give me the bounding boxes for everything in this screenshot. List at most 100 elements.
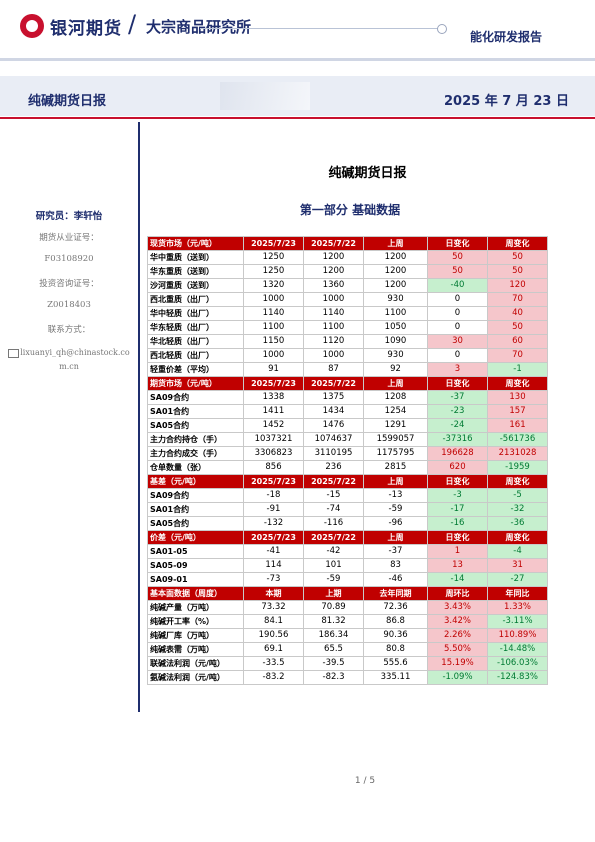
row-label: 主力合约成交（手） <box>147 446 244 461</box>
value-cell: 1175795 <box>363 446 428 461</box>
table-row: 纯碱表需（万吨） 69.1 65.5 80.8 5.50% -14.48% <box>147 642 548 657</box>
change-cell: -40 <box>427 278 488 293</box>
table-row: SA01合约 1411 1434 1254 -23 157 <box>147 404 548 419</box>
brand-name: 银河期货 <box>50 19 122 39</box>
section-title: 第一部分 基础数据 <box>299 203 401 217</box>
change-cell: 0 <box>427 306 488 321</box>
column-header: 基本面数据（周度） <box>147 586 244 601</box>
value-cell: -37 <box>363 544 428 559</box>
table-row: 沙河重质（送到） 1320 1360 1200 -40 120 <box>147 278 548 293</box>
column-header: 周变化 <box>487 474 548 489</box>
change-cell: -36 <box>487 516 548 531</box>
change-cell: -32 <box>487 502 548 517</box>
change-cell: 3.43% <box>427 600 488 615</box>
row-label: 华东重质（送到） <box>147 264 244 279</box>
row-label: SA05合约 <box>147 516 244 531</box>
column-header: 2025/7/22 <box>303 376 364 391</box>
table-header-row: 现货市场（元/吨） 2025/7/23 2025/7/22 上周 日变化 周变化 <box>147 236 548 251</box>
change-cell: 50 <box>427 264 488 279</box>
value-cell: 1200 <box>363 278 428 293</box>
column-header: 周变化 <box>487 530 548 545</box>
table-row: 轻重价差（平均） 91 87 92 3 -1 <box>147 362 548 377</box>
row-label: SA01-05 <box>147 544 244 559</box>
change-cell: 60 <box>487 334 548 349</box>
cert-number: F03108920 <box>44 254 94 264</box>
column-header: 上期 <box>303 586 364 601</box>
change-cell: 40 <box>487 306 548 321</box>
row-label: SA09合约 <box>147 390 244 405</box>
change-cell: 70 <box>487 292 548 307</box>
value-cell: 1291 <box>363 418 428 433</box>
change-cell: 50 <box>487 264 548 279</box>
value-cell: 1100 <box>303 320 364 335</box>
row-label: SA01合约 <box>147 404 244 419</box>
value-cell: 1100 <box>363 306 428 321</box>
contact-email[interactable]: lixuanyi_qh@chinastock.com.cn <box>20 348 130 371</box>
change-cell: -16 <box>427 516 488 531</box>
change-cell: 1.33% <box>487 600 548 615</box>
row-label: SA09-01 <box>147 572 244 587</box>
row-label: 华中轻质（出厂） <box>147 306 244 321</box>
table-row: 西北轻质（出厂） 1000 1000 930 0 70 <box>147 348 548 363</box>
value-cell: 1140 <box>303 306 364 321</box>
column-header: 去年同期 <box>363 586 428 601</box>
table-row: 仓单数量（张） 856 236 2815 620 -1959 <box>147 460 548 475</box>
table-header-row: 基本面数据（周度） 本期 上期 去年同期 周环比 年同比 <box>147 586 548 601</box>
row-label: 纯碱厂库（万吨） <box>147 628 244 643</box>
value-cell: 1360 <box>303 278 364 293</box>
change-cell: 161 <box>487 418 548 433</box>
change-cell: 31 <box>487 558 548 573</box>
value-cell: -59 <box>303 572 364 587</box>
advisor-label: 投资咨询证号： <box>39 279 99 289</box>
value-cell: 555.6 <box>363 656 428 671</box>
column-header: 本期 <box>243 586 304 601</box>
header-divider <box>0 58 595 61</box>
change-cell: -1.09% <box>427 670 488 685</box>
table-row: 华中重质（送到） 1250 1200 1200 50 50 <box>147 250 548 265</box>
column-header: 2025/7/22 <box>303 236 364 251</box>
value-cell: 91 <box>243 362 304 377</box>
value-cell: 1200 <box>303 264 364 279</box>
value-cell: 72.36 <box>363 600 428 615</box>
value-cell: 1120 <box>303 334 364 349</box>
value-cell: -46 <box>363 572 428 587</box>
value-cell: 87 <box>303 362 364 377</box>
change-cell: 5.50% <box>427 642 488 657</box>
value-cell: 335.11 <box>363 670 428 685</box>
row-label: 西北轻质（出厂） <box>147 348 244 363</box>
row-label: SA05-09 <box>147 558 244 573</box>
cert-label: 期货从业证号： <box>39 233 99 243</box>
change-cell: -23 <box>427 404 488 419</box>
value-cell: 90.36 <box>363 628 428 643</box>
table-row: SA05合约 1452 1476 1291 -24 161 <box>147 418 548 433</box>
value-cell: -33.5 <box>243 656 304 671</box>
row-label: 主力合约持仓（手） <box>147 432 244 447</box>
column-header: 2025/7/23 <box>243 376 304 391</box>
value-cell: 83 <box>363 558 428 573</box>
table-row: 华北轻质（出厂） 1150 1120 1090 30 60 <box>147 334 548 349</box>
value-cell: 1150 <box>243 334 304 349</box>
value-cell: 1375 <box>303 390 364 405</box>
change-cell: 0 <box>427 292 488 307</box>
change-cell: 120 <box>487 278 548 293</box>
change-cell: -27 <box>487 572 548 587</box>
galaxy-logo-icon <box>20 14 44 38</box>
value-cell: 856 <box>243 460 304 475</box>
brand-divider: / <box>128 10 137 38</box>
value-cell: 1200 <box>363 264 428 279</box>
column-header: 2025/7/23 <box>243 236 304 251</box>
column-header: 现货市场（元/吨） <box>147 236 244 251</box>
value-cell: -82.3 <box>303 670 364 685</box>
change-cell: 50 <box>427 250 488 265</box>
value-cell: 81.32 <box>303 614 364 629</box>
change-cell: 157 <box>487 404 548 419</box>
column-header: 价差（元/吨） <box>147 530 244 545</box>
value-cell: 1434 <box>303 404 364 419</box>
value-cell: -83.2 <box>243 670 304 685</box>
value-cell: 1254 <box>363 404 428 419</box>
report-date: 2025 年 7 月 23 日 <box>444 94 569 109</box>
contact-email-block: lixuanyi_qh@chinastock.com.cn <box>6 346 132 374</box>
column-header: 上周 <box>363 474 428 489</box>
value-cell: 1090 <box>363 334 428 349</box>
table-row: SA09合约 1338 1375 1208 -37 130 <box>147 390 548 405</box>
